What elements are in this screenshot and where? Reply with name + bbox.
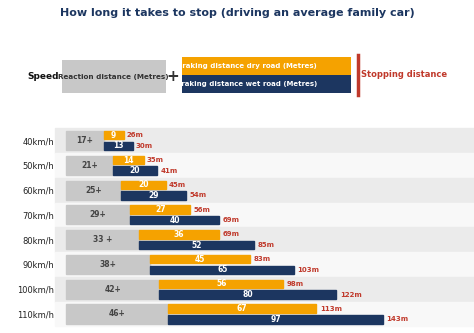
Text: 41m: 41m — [160, 168, 177, 174]
Text: 65: 65 — [217, 265, 228, 274]
Bar — [66, 255, 150, 274]
Text: 36: 36 — [174, 230, 184, 239]
Text: How long it takes to stop (driving an average family car): How long it takes to stop (driving an av… — [60, 8, 414, 18]
Bar — [66, 304, 168, 324]
Text: 26m: 26m — [127, 132, 144, 138]
Text: 97: 97 — [270, 315, 281, 324]
Text: 30m: 30m — [136, 143, 153, 149]
Bar — [55, 202, 474, 227]
Bar — [159, 290, 337, 299]
Text: Reaction distance (Metres): Reaction distance (Metres) — [58, 74, 169, 80]
Text: 45m: 45m — [169, 182, 186, 188]
Text: 45: 45 — [195, 255, 205, 264]
Bar — [139, 230, 219, 238]
Text: Braking distance dry road (Metres): Braking distance dry road (Metres) — [176, 63, 316, 69]
Bar — [66, 180, 121, 200]
Bar — [55, 227, 474, 252]
Text: +: + — [167, 69, 179, 84]
Text: Braking distance wet road (Metres): Braking distance wet road (Metres) — [176, 81, 317, 87]
Bar — [55, 302, 474, 326]
Text: Stopping distance: Stopping distance — [361, 70, 447, 80]
Text: 143m: 143m — [386, 316, 409, 322]
Bar — [150, 255, 250, 263]
Text: 69m: 69m — [222, 231, 239, 237]
Text: 122m: 122m — [340, 291, 362, 298]
Text: 67: 67 — [237, 304, 247, 313]
Bar — [66, 280, 159, 299]
Text: 38+: 38+ — [100, 260, 117, 269]
Bar — [55, 153, 474, 178]
Bar — [55, 178, 474, 202]
Text: 35m: 35m — [147, 157, 164, 163]
Text: Speed: Speed — [27, 72, 58, 81]
Bar — [168, 304, 317, 313]
Text: 14: 14 — [123, 156, 133, 165]
Bar — [150, 265, 294, 274]
Text: 40: 40 — [169, 216, 180, 225]
Text: 20: 20 — [129, 166, 140, 175]
Bar — [139, 241, 255, 249]
Text: 21+: 21+ — [81, 161, 98, 170]
Bar — [55, 252, 474, 277]
Text: 69m: 69m — [222, 217, 239, 223]
Text: 9: 9 — [111, 131, 116, 140]
Bar — [130, 205, 190, 214]
Text: 17+: 17+ — [76, 136, 93, 145]
Bar — [159, 280, 283, 288]
Bar — [66, 131, 104, 150]
Text: 98m: 98m — [287, 281, 304, 287]
Text: 46+: 46+ — [109, 309, 126, 318]
Text: 80: 80 — [243, 290, 253, 299]
Text: 52: 52 — [191, 240, 202, 249]
Bar — [121, 180, 166, 189]
Bar — [66, 205, 130, 224]
Text: 85m: 85m — [258, 242, 275, 248]
Text: 56m: 56m — [193, 206, 210, 212]
Text: 33 +: 33 + — [93, 235, 112, 244]
Text: 113m: 113m — [320, 306, 342, 312]
Text: 83m: 83m — [253, 256, 271, 262]
Text: 27: 27 — [155, 205, 165, 214]
Bar — [66, 156, 113, 175]
Text: 29: 29 — [148, 191, 159, 200]
Text: 56: 56 — [216, 279, 227, 288]
Bar — [113, 156, 144, 164]
Text: 54m: 54m — [189, 192, 206, 198]
Text: 42+: 42+ — [104, 285, 121, 294]
Text: 29+: 29+ — [90, 210, 107, 219]
Text: 103m: 103m — [298, 267, 319, 273]
Bar — [104, 142, 133, 150]
Bar — [121, 191, 186, 200]
Bar — [55, 128, 474, 153]
Bar — [66, 230, 139, 249]
Text: 13: 13 — [113, 142, 123, 151]
Bar — [168, 315, 383, 324]
Text: 20: 20 — [138, 180, 149, 189]
Bar — [130, 216, 219, 224]
Bar — [113, 166, 157, 175]
Bar — [104, 131, 124, 140]
Bar — [55, 277, 474, 302]
Text: 25+: 25+ — [85, 185, 102, 194]
